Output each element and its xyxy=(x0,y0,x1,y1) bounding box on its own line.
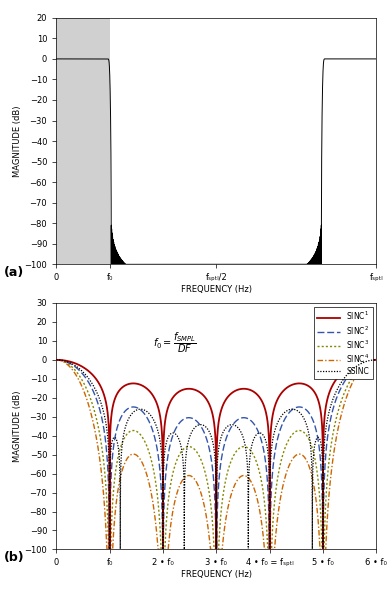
Legend: SINC$^1$, SINC$^2$, SINC$^3$, SINC$^4$, SSINC: SINC$^1$, SINC$^2$, SINC$^3$, SINC$^4$, … xyxy=(314,307,372,379)
Text: (b): (b) xyxy=(4,551,24,564)
Y-axis label: MAGNITUDE (dB): MAGNITUDE (dB) xyxy=(13,105,22,177)
Text: (a): (a) xyxy=(4,266,24,279)
Bar xyxy=(56,18,109,264)
Text: $f_0 = \dfrac{f_{SMPL}}{DF}$: $f_0 = \dfrac{f_{SMPL}}{DF}$ xyxy=(153,330,197,355)
X-axis label: FREQUENCY (Hz): FREQUENCY (Hz) xyxy=(181,570,252,579)
X-axis label: FREQUENCY (Hz): FREQUENCY (Hz) xyxy=(181,285,252,294)
Y-axis label: MAGNITUDE (dB): MAGNITUDE (dB) xyxy=(13,390,22,462)
